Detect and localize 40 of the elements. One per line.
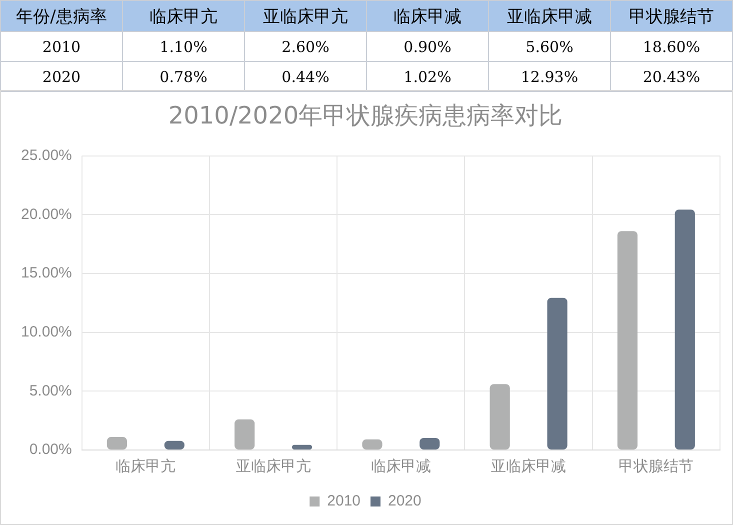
category-label: 亚临床甲减 (507, 6, 592, 26)
legend-label: 2020 (388, 492, 422, 510)
y-tick-label: 0.00% (29, 441, 72, 458)
x-tick-label: 甲状腺结节 (618, 458, 694, 476)
data-label: 20.43% (610, 62, 732, 92)
text: 2010 (42, 38, 81, 56)
category-label: 亚临床甲亢 (263, 6, 348, 26)
bar (617, 231, 638, 450)
data-label: 5.60% (488, 32, 610, 62)
category-label: 甲状腺结节 (629, 6, 714, 26)
data-label: 2.60% (244, 32, 366, 62)
bar (674, 210, 695, 450)
data-label: 12.93% (488, 62, 610, 92)
bar (106, 437, 128, 450)
data-label: 0.44% (244, 62, 366, 92)
data-label: 0.78% (122, 62, 244, 92)
data-label: 18.60% (610, 32, 732, 62)
x-tick-label: 亚临床甲减 (491, 458, 566, 476)
text: 年份/患病率 (0, 0, 122, 32)
y-tick-label: 20.00% (21, 206, 72, 223)
category-label: 临床甲亢 (150, 6, 218, 26)
chart-title: 2010/2020年甲状腺疾病患病率对比 (168, 102, 563, 130)
x-tick-label: 亚临床甲亢 (236, 458, 311, 476)
y-tick-label: 5.00% (29, 382, 72, 400)
category-label: 临床甲减 (394, 6, 462, 26)
bar (234, 419, 255, 450)
x-tick-label: 临床甲亢 (116, 458, 176, 476)
y-tick-label: 15.00% (21, 264, 72, 282)
data-label: 0.90% (366, 32, 488, 62)
bar (490, 384, 510, 450)
x-tick-label: 临床甲减 (370, 458, 431, 476)
bar (292, 444, 312, 450)
data-label: 1.10% (122, 32, 244, 62)
bar (420, 438, 440, 450)
y-tick-label: 10.00% (21, 323, 72, 340)
bar (547, 298, 568, 450)
legend-label: 2010 (327, 492, 361, 510)
text: 2020 (42, 68, 81, 86)
y-tick-label: 25.00% (21, 146, 72, 164)
data-label: 1.02% (366, 62, 488, 92)
